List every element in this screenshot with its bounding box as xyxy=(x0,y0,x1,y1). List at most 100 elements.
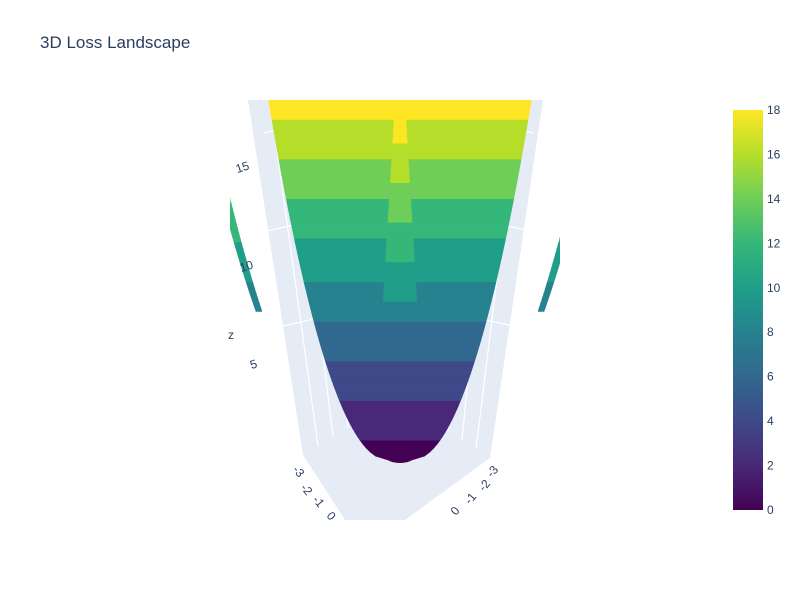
surface-facet xyxy=(230,217,237,223)
surface-facet xyxy=(384,261,416,268)
surface-facet xyxy=(391,152,409,159)
surface-facet xyxy=(310,309,490,314)
surface-facet xyxy=(247,286,256,292)
surface-facet xyxy=(567,208,576,213)
surface-facet xyxy=(345,416,455,421)
surface-facet xyxy=(230,202,233,208)
surface-facet xyxy=(570,193,579,198)
x-tick-label: -3 xyxy=(290,463,308,480)
surface-facet xyxy=(397,69,403,74)
surface-facet xyxy=(392,142,408,149)
surface-facet xyxy=(537,306,547,312)
surface-facet xyxy=(313,321,487,326)
surface-facet xyxy=(390,167,410,174)
surface-facet xyxy=(319,340,481,346)
surface-facet xyxy=(326,364,474,370)
surface-facet xyxy=(230,197,232,203)
surface-facet xyxy=(331,380,469,386)
surface-facet xyxy=(339,400,461,405)
surface-facet xyxy=(390,162,410,169)
surface-facet xyxy=(230,212,235,218)
surface-facet xyxy=(383,291,417,297)
surface-facet xyxy=(389,187,411,193)
colorbar-tick-label: 4 xyxy=(767,414,774,428)
surface-facet xyxy=(328,372,472,378)
surface-facet xyxy=(569,198,578,203)
surface-facet xyxy=(349,424,451,429)
surface-facet xyxy=(387,222,413,228)
colorbar-tick-label: 14 xyxy=(767,192,781,206)
chart-title: 3D Loss Landscape xyxy=(40,33,191,52)
colorbar-ticks: 0 2 4 6 8 10 12 14 16 18 xyxy=(767,103,781,517)
surface-facet xyxy=(589,109,600,114)
loss-surface[interactable] xyxy=(198,59,603,463)
surface-facet xyxy=(395,94,404,99)
surface-facet xyxy=(390,172,410,179)
y-tick-label: -2 xyxy=(476,477,494,494)
surface-facet xyxy=(220,193,229,198)
surface-facet xyxy=(387,212,413,218)
colorbar-tick-label: 16 xyxy=(767,147,781,161)
colorbar-tick-label: 12 xyxy=(767,236,781,250)
surface-facet xyxy=(396,79,403,84)
surface-facet xyxy=(334,388,466,393)
surface-facet xyxy=(394,100,406,104)
surface-facet xyxy=(548,271,558,278)
surface-facet xyxy=(332,384,468,390)
y-tick-label: -1 xyxy=(462,490,480,507)
surface-facet xyxy=(557,241,560,248)
surface-facet xyxy=(311,313,489,318)
surface-facet xyxy=(552,256,560,263)
surface-facet xyxy=(584,133,594,138)
surface-facet xyxy=(385,246,415,253)
surface-facet xyxy=(391,147,409,154)
surface-facet xyxy=(320,344,480,350)
surface-facet xyxy=(389,192,411,198)
surface-facet xyxy=(572,188,581,193)
surface-facet xyxy=(551,261,560,268)
surface-facet xyxy=(547,276,556,283)
surface-facet xyxy=(392,138,408,144)
surface-facet xyxy=(394,103,406,109)
surface-facet xyxy=(575,173,585,178)
surface-facet xyxy=(581,148,591,153)
surface-facet xyxy=(585,128,595,133)
surface-facet xyxy=(323,356,477,362)
surface-facet xyxy=(398,59,403,64)
colorbar-tick-label: 18 xyxy=(767,103,781,117)
z-tick-label: 5 xyxy=(248,356,259,371)
surface-facet xyxy=(554,251,560,258)
x-tick-label: -2 xyxy=(298,481,316,498)
surface-facet xyxy=(335,392,465,397)
surface-facet xyxy=(327,368,473,374)
surface-facet xyxy=(568,203,577,208)
surface-facet xyxy=(218,183,227,188)
surface-facet xyxy=(576,168,586,173)
surface-facet xyxy=(564,217,573,222)
surface-facet xyxy=(236,251,246,258)
surface-facet xyxy=(212,158,222,163)
surface-facet xyxy=(230,222,238,228)
surface-facet xyxy=(387,227,413,233)
surface-facet xyxy=(385,251,415,258)
surface-facet xyxy=(574,178,584,183)
surface-facet xyxy=(386,232,414,238)
surface-facet xyxy=(583,138,593,143)
surface-facet xyxy=(386,241,414,248)
z-axis-ticks: 5 10 15 xyxy=(234,158,259,371)
surface-facet xyxy=(382,296,418,302)
surface-facet xyxy=(582,143,592,148)
surface-facet xyxy=(207,138,217,143)
surface-facet xyxy=(252,301,261,307)
surface-facet xyxy=(230,227,239,233)
surface-facet xyxy=(393,118,407,124)
surface-facet xyxy=(324,360,476,366)
surface-facet xyxy=(563,222,572,227)
surface-facet xyxy=(390,177,410,184)
surface-minimum xyxy=(386,451,414,463)
surface-facet xyxy=(215,173,225,178)
surface-facet xyxy=(202,118,212,123)
surface-facet xyxy=(352,428,448,433)
surface-facet xyxy=(235,246,245,253)
